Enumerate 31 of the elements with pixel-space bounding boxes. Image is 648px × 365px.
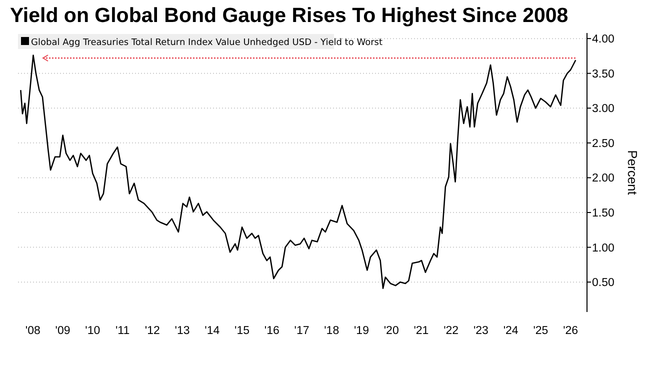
y-tick-label: 2.00	[592, 172, 614, 185]
x-tick-label: '23	[473, 325, 488, 337]
line-series	[20, 54, 576, 289]
x-tick-label: '19	[354, 325, 369, 337]
x-tick-label: '14	[204, 325, 220, 337]
x-tick-label: '12	[144, 325, 160, 337]
x-tick-label: '18	[324, 325, 340, 337]
x-tick-label: '22	[444, 325, 459, 337]
chart-title: Yield on Global Bond Gauge Rises To Highest Since 2008	[10, 4, 568, 27]
x-tick-label: '16	[264, 325, 280, 337]
y-tick-label: 2.50	[592, 138, 614, 150]
y-tick-label: 0.50	[592, 277, 614, 290]
y-tick-label: 1.00	[592, 242, 614, 254]
x-tick-label: '08	[25, 325, 40, 337]
x-tick-label: '10	[85, 325, 100, 337]
x-tick-label: '21	[414, 325, 429, 337]
y-axis-title: Percent	[625, 150, 640, 196]
x-tick-label: '26	[563, 325, 578, 337]
x-tick-label: '15	[234, 325, 250, 337]
x-tick-label: '17	[294, 325, 310, 337]
x-tick-label: '09	[55, 325, 70, 337]
y-tick-label: 4.00	[592, 34, 614, 46]
x-tick-label: '11	[115, 325, 130, 337]
y-tick-label: 1.50	[592, 208, 614, 220]
x-tick-label: '24	[503, 325, 519, 337]
legend-label: Global Agg Treasuries Total Return Index Value Unhedged USD - Yield to Worst	[31, 38, 383, 48]
x-tick-label: '20	[384, 325, 399, 337]
y-tick-label: 3.00	[592, 103, 614, 116]
y-tick-label: 3.50	[592, 68, 614, 80]
x-tick-label: '25	[533, 325, 548, 337]
x-tick-label: '13	[174, 325, 190, 337]
